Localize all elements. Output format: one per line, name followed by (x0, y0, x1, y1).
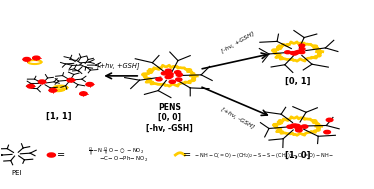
Text: [0, 1]: [0, 1] (285, 77, 310, 86)
Circle shape (326, 118, 333, 122)
Text: PEI: PEI (11, 170, 21, 176)
Circle shape (299, 47, 305, 50)
Circle shape (80, 92, 87, 96)
Circle shape (86, 83, 94, 86)
Circle shape (299, 44, 305, 47)
Circle shape (23, 57, 30, 61)
Text: $\rm \frac{O}{\|}-N-O-\bigcirc-NO_2$: $\rm \frac{O}{\|}-N-O-\bigcirc-NO_2$ (88, 146, 144, 157)
Circle shape (290, 52, 296, 54)
Text: $\rm -NH-C(=O)-(CH_2)_2-S-S-(CH_2)_2-C(=O)-NH-$: $\rm -NH-C(=O)-(CH_2)_2-S-S-(CH_2)_2-C(=… (194, 150, 334, 160)
Text: [1, 0]: [1, 0] (285, 151, 310, 160)
Circle shape (324, 130, 331, 134)
Circle shape (165, 69, 172, 72)
Circle shape (291, 124, 297, 127)
Circle shape (176, 73, 183, 76)
Circle shape (176, 78, 182, 81)
Circle shape (299, 51, 305, 54)
Circle shape (296, 50, 301, 53)
Circle shape (27, 84, 34, 88)
Circle shape (175, 71, 181, 74)
Circle shape (165, 75, 171, 79)
Circle shape (49, 88, 56, 92)
Text: PENS
[0, 0]
[-hv, -GSH]: PENS [0, 0] [-hv, -GSH] (146, 103, 193, 133)
Text: =: = (56, 150, 65, 160)
Text: [-hv, +GSH]: [-hv, +GSH] (220, 31, 255, 54)
Circle shape (294, 51, 299, 54)
Circle shape (287, 125, 294, 129)
Text: $\rm -\!\overset{O}{\overset{\|}{C}}\!-O\!-\!\underset{}{Ph}\!-NO_2$: $\rm -\!\overset{O}{\overset{\|}{C}}\!-O… (98, 146, 148, 164)
Circle shape (161, 72, 168, 75)
Text: =: = (183, 150, 191, 160)
Circle shape (295, 129, 302, 132)
Circle shape (292, 52, 297, 55)
Circle shape (298, 50, 303, 53)
Circle shape (169, 80, 175, 83)
Circle shape (295, 126, 301, 129)
Circle shape (294, 124, 300, 128)
Circle shape (67, 78, 74, 82)
Circle shape (167, 73, 173, 76)
Circle shape (301, 125, 308, 128)
Circle shape (167, 74, 173, 78)
Text: [+hv, +GSH]: [+hv, +GSH] (97, 63, 139, 69)
Text: [1, 1]: [1, 1] (46, 112, 71, 121)
Text: [+hv, -GSH]: [+hv, -GSH] (220, 107, 255, 130)
Circle shape (38, 80, 46, 84)
Circle shape (156, 78, 162, 81)
Circle shape (33, 56, 40, 60)
Circle shape (47, 153, 55, 157)
Circle shape (285, 51, 291, 54)
